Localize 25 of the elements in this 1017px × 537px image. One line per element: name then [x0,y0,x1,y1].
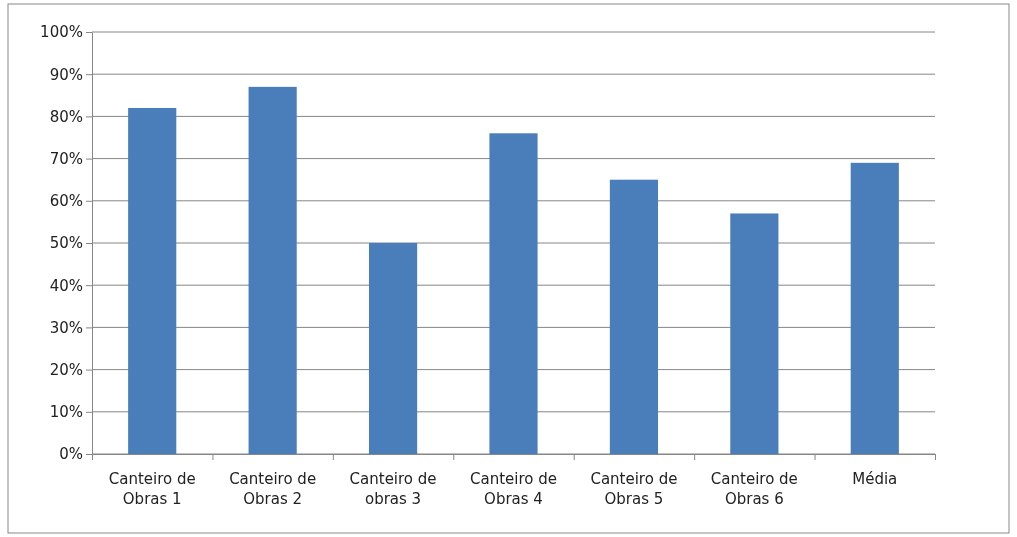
bar [730,213,779,454]
y-tick-label: 10% [49,403,83,422]
x-tick-label: Canteiro de Obras 4 [470,470,557,509]
y-tick-label: 80% [49,107,83,126]
x-tick-label: Canteiro de Obras 6 [710,470,798,509]
x-tick-label: Canteiro de Obras 1 [108,470,196,509]
x-tick-label: Média [852,470,898,488]
x-tick-label: Canteiro de Obras 5 [590,470,678,509]
y-tick-label: 30% [49,318,83,337]
bar [248,86,297,454]
y-tick-label: 40% [49,276,83,295]
bar [128,107,177,454]
y-tick-label: 60% [49,192,83,211]
bar [489,133,538,454]
bar [609,179,659,454]
y-tick-label: 70% [49,149,83,168]
y-tick-label: 20% [49,360,83,379]
y-tick-label: 50% [49,234,83,253]
bar [368,243,418,454]
y-tick-label: 100% [40,23,83,42]
x-tick-label: Canteiro de obras 3 [349,470,437,509]
x-tick-label: Canteiro de Obras 2 [229,470,317,509]
y-tick-label: 0% [59,445,83,464]
y-tick-label: 90% [49,65,83,84]
bar [850,162,899,454]
